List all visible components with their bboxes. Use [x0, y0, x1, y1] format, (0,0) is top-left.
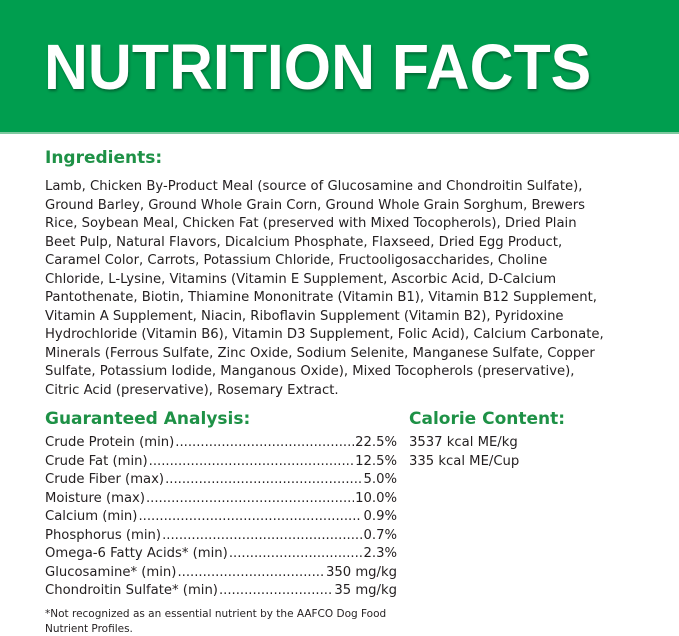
nutrient-value: 0.7%: [363, 527, 397, 546]
analysis-row: Omega-6 Fatty Acids* (min) 2.3%: [45, 545, 397, 564]
ingredients-line: Ground Barley, Ground Whole Grain Corn, …: [45, 197, 645, 216]
nutrient-label: Phosphorus (min): [45, 527, 161, 546]
nutrient-value: 10.0%: [355, 490, 397, 509]
calorie-line: 3537 kcal ME/kg: [409, 434, 519, 453]
analysis-row: Crude Fat (min) 12.5%: [45, 453, 397, 472]
nutrient-label: Crude Fat (min): [45, 453, 148, 472]
analysis-row: Crude Protein (min) 22.5%: [45, 434, 397, 453]
nutrient-value: 22.5%: [355, 434, 397, 453]
analysis-row: Chondroitin Sulfate* (min) 35 mg/kg: [45, 582, 397, 601]
nutrient-label: Crude Fiber (max): [45, 471, 164, 490]
nutrient-value: 5.0%: [363, 471, 397, 490]
nutrient-value: 0.9%: [363, 508, 397, 527]
dot-leader: [138, 508, 362, 527]
footnote: *Not recognized as an essential nutrient…: [45, 607, 386, 636]
dot-leader: [175, 434, 354, 453]
ingredients-line: Beet Pulp, Natural Flavors, Dicalcium Ph…: [45, 234, 645, 253]
nutrient-label: Omega-6 Fatty Acids* (min): [45, 545, 228, 564]
ingredients-line: Chloride, L-Lysine, Vitamins (Vitamin E …: [45, 271, 645, 290]
analysis-row: Crude Fiber (max) 5.0%: [45, 471, 397, 490]
nutrient-label: Crude Protein (min): [45, 434, 174, 453]
ingredients-line: Vitamin A Supplement, Niacin, Riboflavin…: [45, 308, 645, 327]
analysis-row: Phosphorus (min) 0.7%: [45, 527, 397, 546]
header-banner: NUTRITION FACTS: [0, 0, 679, 134]
dot-leader: [165, 471, 362, 490]
analysis-table: Crude Protein (min) 22.5% Crude Fat (min) 1…: [45, 434, 397, 601]
ingredients-line: Rice, Soybean Meal, Chicken Fat (preserv…: [45, 215, 645, 234]
ingredients-line: Citric Acid (preservative), Rosemary Ext…: [45, 382, 645, 401]
dot-leader: [229, 545, 363, 564]
ingredients-line: Caramel Color, Carrots, Potassium Chlori…: [45, 252, 645, 271]
nutrient-value: 35 mg/kg: [334, 582, 397, 601]
page-title: NUTRITION FACTS: [44, 30, 591, 104]
nutrient-value: 12.5%: [355, 453, 397, 472]
nutrient-label: Chondroitin Sulfate* (min): [45, 582, 218, 601]
ingredients-line: Lamb, Chicken By-Product Meal (source of…: [45, 178, 645, 197]
ingredients-line: Pantothenate, Biotin, Thiamine Mononitra…: [45, 289, 645, 308]
nutrient-label: Calcium (min): [45, 508, 137, 527]
analysis-heading: Guaranteed Analysis:: [45, 409, 250, 429]
dot-leader: [146, 490, 354, 509]
dot-leader: [162, 527, 362, 546]
calorie-line: 335 kcal ME/Cup: [409, 453, 519, 472]
nutrient-label: Glucosamine* (min): [45, 564, 176, 583]
analysis-row: Glucosamine* (min) 350 mg/kg: [45, 564, 397, 583]
ingredients-line: Hydrochloride (Vitamin B6), Vitamin D3 S…: [45, 326, 645, 345]
nutrient-value: 350 mg/kg: [326, 564, 397, 583]
analysis-row: Calcium (min) 0.9%: [45, 508, 397, 527]
calorie-heading: Calorie Content:: [409, 409, 565, 429]
nutrient-label: Moisture (max): [45, 490, 145, 509]
ingredients-text: Lamb, Chicken By-Product Meal (source of…: [45, 178, 645, 400]
footnote-line: *Not recognized as an essential nutrient…: [45, 607, 386, 622]
dot-leader: [219, 582, 333, 601]
ingredients-line: Minerals (Ferrous Sulfate, Zinc Oxide, S…: [45, 345, 645, 364]
ingredients-heading: Ingredients:: [45, 148, 162, 168]
analysis-row: Moisture (max) 10.0%: [45, 490, 397, 509]
ingredients-line: Sulfate, Potassium Iodide, Manganous Oxi…: [45, 363, 645, 382]
dot-leader: [149, 453, 354, 472]
dot-leader: [177, 564, 325, 583]
nutrient-value: 2.3%: [363, 545, 397, 564]
